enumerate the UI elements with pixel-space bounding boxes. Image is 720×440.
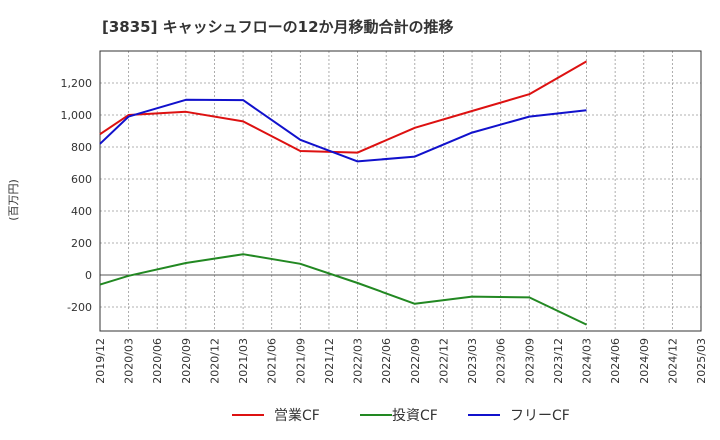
x-tick-label: 2021/12 xyxy=(323,338,336,384)
x-tick-label: 2024/09 xyxy=(638,338,651,384)
y-axis-label: (百万円) xyxy=(7,179,20,221)
x-tick-label: 2025/03 xyxy=(695,338,708,384)
x-tick-label: 2020/12 xyxy=(208,338,221,384)
x-tick-label: 2022/03 xyxy=(352,338,365,384)
series-line xyxy=(99,60,587,154)
x-tick-label: 2020/09 xyxy=(180,338,193,384)
series-layer xyxy=(99,60,587,326)
y-tick-label: 200 xyxy=(71,237,92,250)
x-tick-label: 2021/09 xyxy=(294,338,307,384)
legend-label: 営業CF xyxy=(274,408,320,424)
legend-label: 投資CF xyxy=(392,408,438,424)
series-line xyxy=(99,253,587,326)
x-tick-label: 2022/12 xyxy=(437,338,450,384)
y-tick-label: -200 xyxy=(67,301,92,314)
legend-label: フリーCF xyxy=(510,408,570,424)
chart-title: [3835] キャッシュフローの12か月移動合計の推移 xyxy=(102,18,454,36)
grid-layer xyxy=(100,51,701,331)
x-tick-label: 2023/03 xyxy=(466,338,479,384)
x-tick-label: 2024/03 xyxy=(581,338,594,384)
x-tick-label: 2023/06 xyxy=(495,338,508,384)
x-tick-label: 2020/03 xyxy=(123,338,136,384)
legend: 営業CF 投資CF フリーCF xyxy=(232,408,570,424)
x-tick-label: 2024/12 xyxy=(666,338,679,384)
x-tick-label: 2022/09 xyxy=(409,338,422,384)
series-line xyxy=(99,98,587,163)
y-tick-label: 1,200 xyxy=(61,77,93,90)
x-tick-label: 2021/06 xyxy=(266,338,279,384)
x-tick-label: 2023/09 xyxy=(523,338,536,384)
x-tick-label: 2019/12 xyxy=(94,338,107,384)
y-tick-label: 800 xyxy=(71,141,92,154)
x-tick-label: 2024/06 xyxy=(609,338,622,384)
y-tick-label: 400 xyxy=(71,205,92,218)
y-tick-label: 0 xyxy=(85,269,92,282)
y-tick-label: 600 xyxy=(71,173,92,186)
x-tick-label: 2023/12 xyxy=(552,338,565,384)
x-tick-label: 2020/06 xyxy=(151,338,164,384)
x-tick-labels: 2019/12 2020/03 2020/06 2020/09 2020/12 2021/… xyxy=(94,338,708,384)
x-tick-label: 2021/03 xyxy=(237,338,250,384)
plot-frame xyxy=(99,50,702,332)
y-tick-labels: -200 0 200 400 600 800 1,000 1,200 xyxy=(61,77,93,314)
x-tick-label: 2022/06 xyxy=(380,338,393,384)
y-tick-label: 1,000 xyxy=(61,109,93,122)
